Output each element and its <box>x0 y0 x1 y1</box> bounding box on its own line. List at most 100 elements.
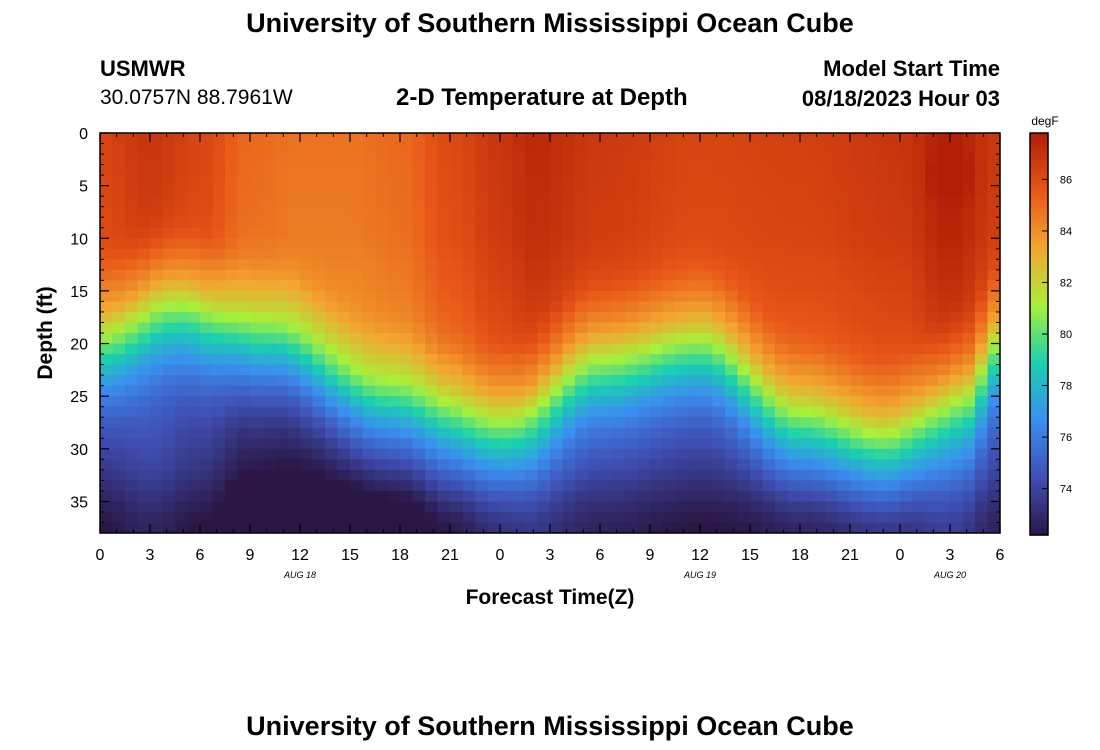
heatmap-cell <box>887 196 901 208</box>
heatmap-cell <box>412 427 426 439</box>
heatmap-cell <box>650 206 663 218</box>
heatmap-cell <box>275 354 288 366</box>
heatmap-cell <box>550 448 563 460</box>
heatmap-cell <box>600 522 613 534</box>
heatmap-cell <box>375 490 388 502</box>
heatmap-cell <box>712 311 726 323</box>
heatmap-cell <box>950 511 963 523</box>
heatmap-cell <box>412 522 426 534</box>
heatmap-cell <box>825 133 838 145</box>
heatmap-cell <box>750 480 763 492</box>
heatmap-cell <box>212 396 226 408</box>
heatmap-cell <box>725 480 738 492</box>
heatmap-cell <box>225 522 238 534</box>
heatmap-cell <box>412 501 426 513</box>
heatmap-cell <box>187 133 201 145</box>
heatmap-cell <box>550 522 563 534</box>
heatmap-cell <box>837 311 851 323</box>
heatmap-cell <box>750 154 763 166</box>
heatmap-cell <box>812 522 826 534</box>
heatmap-cell <box>700 459 713 471</box>
y-tick-label: 10 <box>70 231 88 248</box>
heatmap-cell <box>237 385 251 397</box>
heatmap-cell <box>187 269 201 281</box>
heatmap-cell <box>487 227 501 239</box>
heatmap-cell <box>962 448 976 460</box>
heatmap-cell <box>500 269 513 281</box>
heatmap-cell <box>387 343 401 355</box>
heatmap-cell <box>375 290 388 302</box>
heatmap-cell <box>487 196 501 208</box>
heatmap-cell <box>787 143 801 155</box>
heatmap-cell <box>600 375 613 387</box>
heatmap-cell <box>350 364 363 376</box>
heatmap-cell <box>575 238 588 250</box>
heatmap-cell <box>887 269 901 281</box>
x-tick-label: 6 <box>196 547 205 564</box>
heatmap-cell <box>850 133 863 145</box>
heatmap-cell <box>812 354 826 366</box>
heatmap-cell <box>312 354 326 366</box>
heatmap-cell <box>412 269 426 281</box>
heatmap-cell <box>200 406 213 418</box>
heatmap-cell <box>350 164 363 176</box>
heatmap-cell <box>287 164 301 176</box>
heatmap-cell <box>137 175 151 187</box>
heatmap-cell <box>112 501 126 513</box>
heatmap-cell <box>650 175 663 187</box>
heatmap-cell <box>700 143 713 155</box>
heatmap-cell <box>712 417 726 429</box>
station-coordinates: 30.0757N 88.7961W <box>100 86 293 109</box>
heatmap-cell <box>100 154 113 166</box>
heatmap-cell <box>612 143 626 155</box>
heatmap-cell <box>237 143 251 155</box>
heatmap-cell <box>450 227 463 239</box>
heatmap-cell <box>787 154 801 166</box>
heatmap-cell <box>787 438 801 450</box>
heatmap-cell <box>225 406 238 418</box>
heatmap-cell <box>462 406 476 418</box>
heatmap-cell <box>437 427 451 439</box>
heatmap-cell <box>250 175 263 187</box>
heatmap-cell <box>700 280 713 292</box>
heatmap-cell <box>525 333 538 345</box>
heatmap-cell <box>387 259 401 271</box>
heatmap-cell <box>787 238 801 250</box>
heatmap-cell <box>237 459 251 471</box>
heatmap-cell <box>800 259 813 271</box>
heatmap-cell <box>987 196 1001 208</box>
heatmap-cell <box>675 280 688 292</box>
heatmap-cell <box>100 406 113 418</box>
heatmap-cell <box>662 154 676 166</box>
heatmap-cell <box>887 490 901 502</box>
colorbar-unit: degF <box>1031 114 1058 128</box>
heatmap-cell <box>725 133 738 145</box>
heatmap-cell <box>612 417 626 429</box>
heatmap-cell <box>200 522 213 534</box>
colorbar-segment <box>1030 246 1048 251</box>
heatmap-cell <box>150 375 163 387</box>
colorbar-segment <box>1030 330 1048 335</box>
heatmap-cell <box>487 343 501 355</box>
heatmap-cell <box>250 333 263 345</box>
heatmap-cell <box>425 175 438 187</box>
heatmap-cell <box>512 196 526 208</box>
heatmap-cell <box>412 375 426 387</box>
heatmap-cell <box>125 133 138 145</box>
heatmap-cell <box>775 511 788 523</box>
heatmap-cell <box>637 227 651 239</box>
heatmap-cell <box>887 301 901 313</box>
colorbar-segment <box>1030 277 1048 281</box>
heatmap-cell <box>925 469 938 481</box>
heatmap-cell <box>312 217 326 229</box>
heatmap-cell <box>450 364 463 376</box>
heatmap-cell <box>975 164 988 176</box>
heatmap-cell <box>950 269 963 281</box>
heatmap-cell <box>237 396 251 408</box>
heatmap-cell <box>387 133 401 145</box>
date-label: AUG 20 <box>933 570 966 580</box>
heatmap-cell <box>737 322 751 334</box>
heatmap-cell <box>700 154 713 166</box>
heatmap-cell <box>925 164 938 176</box>
heatmap-cell <box>287 238 301 250</box>
